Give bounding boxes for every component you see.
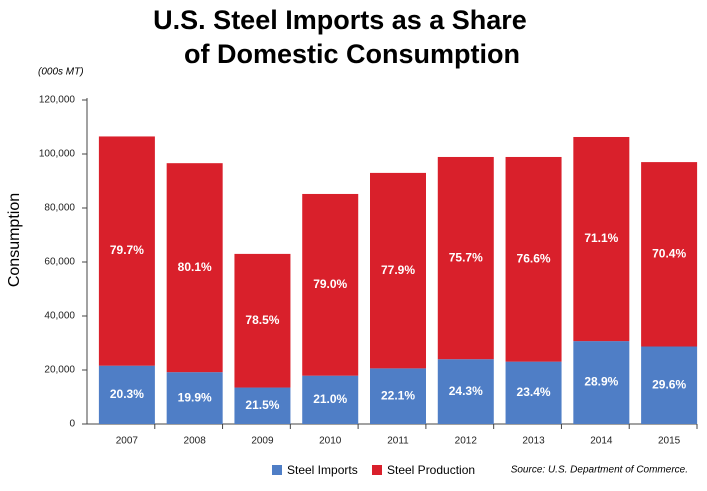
x-tick-label: 2015 xyxy=(658,436,681,447)
bar-segment xyxy=(166,372,223,424)
bar-segment xyxy=(370,172,426,369)
legend-label: Steel Imports xyxy=(287,463,358,477)
x-tick-label: 2008 xyxy=(184,436,207,447)
bar-segment xyxy=(166,163,223,373)
share-label: 79.7% xyxy=(110,243,144,257)
bar-segment xyxy=(302,375,359,424)
y-tick-label: 40,000 xyxy=(44,311,75,322)
bar-segment xyxy=(437,156,494,360)
bar-segment xyxy=(505,156,562,362)
bar-segment xyxy=(98,136,155,366)
share-label: 79.0% xyxy=(313,277,347,291)
share-label: 29.6% xyxy=(652,377,686,391)
bar-segment xyxy=(641,346,698,424)
y-tick-label: 80,000 xyxy=(44,203,75,214)
bar-segment xyxy=(302,193,359,376)
share-label: 76.6% xyxy=(517,251,551,265)
x-tick-label: 2014 xyxy=(590,436,613,447)
bar-segment xyxy=(437,359,494,424)
x-tick-label: 2012 xyxy=(455,436,478,447)
x-tick-label: 2009 xyxy=(251,436,274,447)
y-tick-label: 100,000 xyxy=(39,149,76,160)
share-label: 80.1% xyxy=(178,260,212,274)
legend-swatch xyxy=(372,465,382,475)
share-label: 75.7% xyxy=(449,250,483,264)
share-label: 22.1% xyxy=(381,388,415,402)
y-tick-label: 20,000 xyxy=(44,365,75,376)
share-label: 78.5% xyxy=(245,313,279,327)
y-tick-label: 120,000 xyxy=(39,95,76,106)
x-tick-label: 2013 xyxy=(522,436,545,447)
y-tick-label: 60,000 xyxy=(44,257,75,268)
share-label: 28.9% xyxy=(584,375,618,389)
bar-segment xyxy=(573,341,630,424)
bar-segment xyxy=(98,365,155,424)
legend-label: Steel Production xyxy=(387,463,475,477)
share-label: 21.0% xyxy=(313,392,347,406)
share-label: 70.4% xyxy=(652,246,686,260)
x-tick-label: 2010 xyxy=(319,436,342,447)
bar-segment xyxy=(234,387,291,424)
share-label: 21.5% xyxy=(245,398,279,412)
bar-segment xyxy=(573,136,630,342)
x-tick-label: 2007 xyxy=(116,436,139,447)
bar-segment xyxy=(505,361,562,424)
y-tick-label: 0 xyxy=(69,419,75,430)
share-label: 24.3% xyxy=(449,384,483,398)
share-label: 71.1% xyxy=(584,231,618,245)
chart-title: U.S. Steel Imports as a Share xyxy=(153,5,527,35)
chart-subtitle: of Domestic Consumption xyxy=(184,39,520,69)
y-axis-label: Consumption xyxy=(6,193,23,287)
unit-note: (000s MT) xyxy=(38,67,84,78)
share-label: 19.9% xyxy=(178,390,212,404)
bar-segment xyxy=(370,368,426,424)
share-label: 77.9% xyxy=(381,263,415,277)
source: Source: U.S. Department of Commerce. xyxy=(511,465,688,476)
legend-swatch xyxy=(272,465,282,475)
bar-segment xyxy=(234,253,291,388)
bar-segment xyxy=(641,162,698,347)
share-label: 20.3% xyxy=(110,387,144,401)
x-tick-label: 2011 xyxy=(387,436,409,447)
share-label: 23.4% xyxy=(517,385,551,399)
